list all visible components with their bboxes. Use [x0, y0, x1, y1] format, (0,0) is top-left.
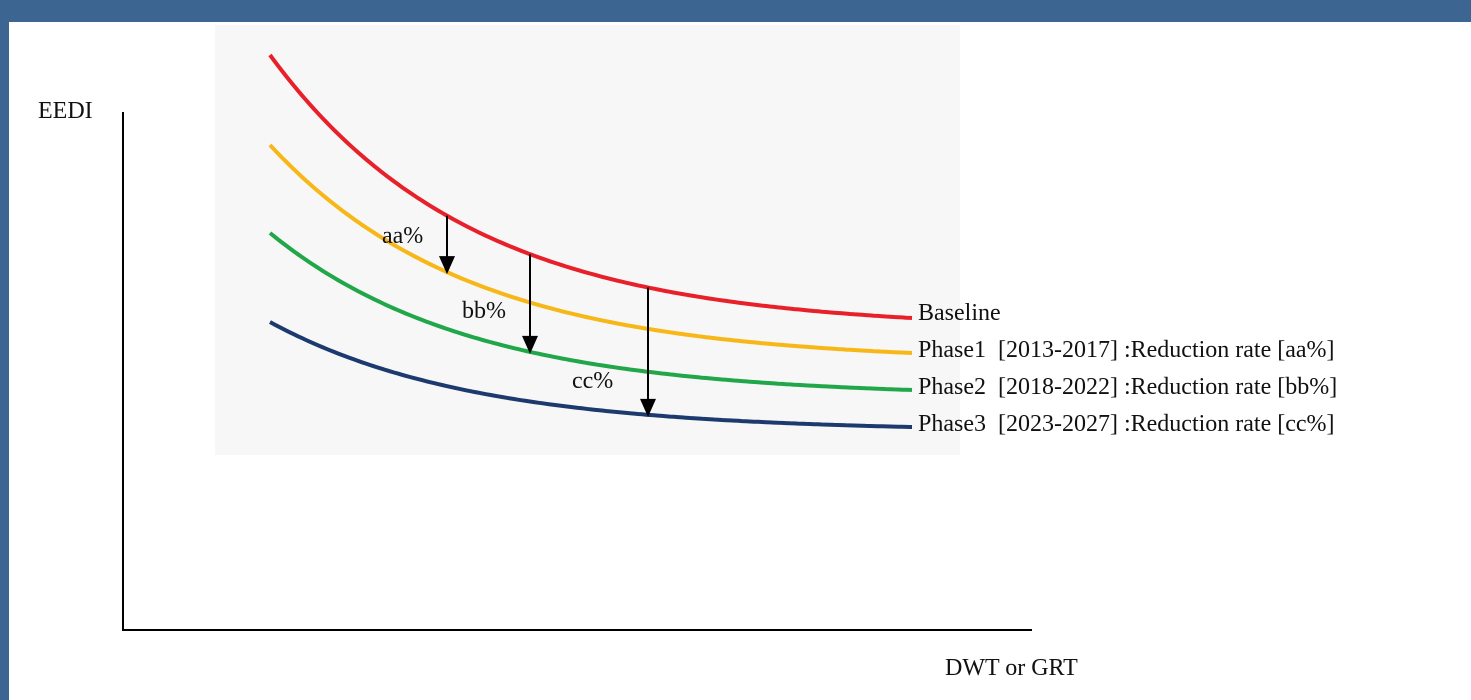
series-label-2: Phase1 [2013-2017] :Reduction rate [aa%] [918, 337, 1335, 363]
series-lines [268, 53, 913, 429]
series-line-4 [269, 320, 912, 429]
plot-background [215, 25, 960, 455]
reduction-label-2: bb% [462, 298, 506, 324]
reduction-arrow-3 [640, 287, 656, 417]
series-line-3 [268, 231, 913, 392]
reduction-label-1: aa% [382, 223, 423, 249]
series-label-1: Baseline [918, 300, 1001, 326]
reduction-label-3: cc% [572, 368, 613, 394]
reduction-arrow-2 [522, 254, 538, 354]
x-axis-label: DWT or GRT [945, 655, 1078, 681]
series-labels: Baseline Phase1 [2013-2017] :Reduction ra… [918, 300, 1337, 437]
reduction-arrows: aa% bb% cc% [382, 215, 656, 417]
reduction-arrow-1 [439, 215, 455, 275]
y-axis-label: EEDI [38, 98, 93, 124]
series-label-4: Phase3 [2023-2027] :Reduction rate [cc%] [918, 411, 1335, 437]
series-line-2 [268, 143, 913, 355]
series-line-1 [268, 53, 913, 320]
series-label-3: Phase2 [2018-2022] :Reduction rate [bb%] [918, 374, 1337, 400]
